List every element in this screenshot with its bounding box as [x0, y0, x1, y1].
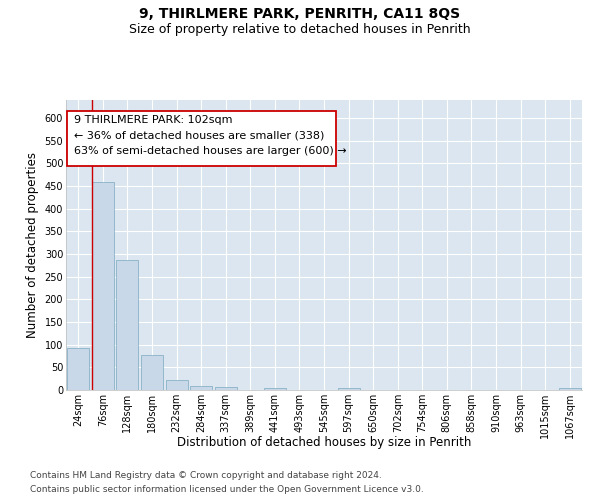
- Text: ← 36% of detached houses are smaller (338): ← 36% of detached houses are smaller (33…: [74, 131, 325, 141]
- Bar: [215, 387, 237, 390]
- Text: Distribution of detached houses by size in Penrith: Distribution of detached houses by size …: [177, 436, 471, 449]
- Bar: [166, 380, 188, 390]
- Bar: [338, 388, 359, 390]
- Text: 9 THIRLMERE PARK: 102sqm: 9 THIRLMERE PARK: 102sqm: [74, 116, 233, 126]
- Bar: [559, 388, 581, 390]
- Text: 63% of semi-detached houses are larger (600) →: 63% of semi-detached houses are larger (…: [74, 146, 347, 156]
- Bar: [67, 348, 89, 390]
- Bar: [92, 182, 114, 390]
- Text: Size of property relative to detached houses in Penrith: Size of property relative to detached ho…: [129, 22, 471, 36]
- Bar: [116, 260, 139, 390]
- Text: Contains HM Land Registry data © Crown copyright and database right 2024.: Contains HM Land Registry data © Crown c…: [30, 471, 382, 480]
- Y-axis label: Number of detached properties: Number of detached properties: [26, 152, 39, 338]
- Text: 9, THIRLMERE PARK, PENRITH, CA11 8QS: 9, THIRLMERE PARK, PENRITH, CA11 8QS: [139, 8, 461, 22]
- Bar: [264, 388, 286, 390]
- Bar: [141, 355, 163, 390]
- Bar: [190, 386, 212, 390]
- Text: Contains public sector information licensed under the Open Government Licence v3: Contains public sector information licen…: [30, 485, 424, 494]
